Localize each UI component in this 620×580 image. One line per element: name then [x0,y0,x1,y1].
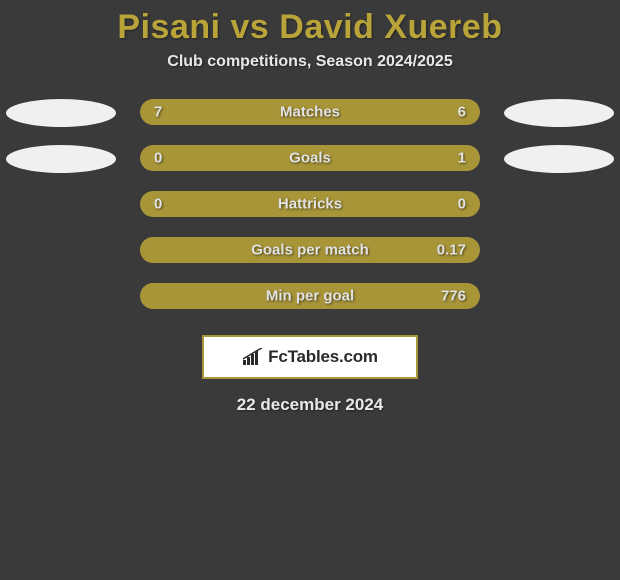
value-right: 0.17 [437,242,466,259]
comparison-rows: 7 Matches 6 0 Goals 1 0 Hattricks 0 Goals per mat… [0,93,620,323]
comparison-row: Min per goal 776 [0,277,620,323]
value-left: 0 [154,196,162,213]
value-right: 776 [441,288,466,305]
bar-fill-right [324,99,480,125]
metric-label: Hattricks [278,196,342,213]
brand-label: FcTables.com [268,347,378,367]
bar-track: 0 Goals 1 [140,145,480,171]
player-left-marker [6,145,116,173]
value-right: 0 [458,196,466,213]
bar-track: 0 Hattricks 0 [140,191,480,217]
bar-fill-right [208,145,480,171]
subtitle: Club competitions, Season 2024/2025 [0,53,620,93]
metric-label: Min per goal [266,288,354,305]
player-right-marker [504,99,614,127]
bar-track: 7 Matches 6 [140,99,480,125]
value-right: 6 [458,104,466,121]
comparison-row: Goals per match 0.17 [0,231,620,277]
bar-track: Min per goal 776 [140,283,480,309]
player-right-marker [504,145,614,173]
comparison-row: 7 Matches 6 [0,93,620,139]
date-label: 22 december 2024 [0,395,620,415]
metric-label: Matches [280,104,340,121]
brand-box[interactable]: FcTables.com [202,335,418,379]
comparison-row: 0 Hattricks 0 [0,185,620,231]
value-left: 0 [154,150,162,167]
metric-label: Goals [289,150,331,167]
bar-track: Goals per match 0.17 [140,237,480,263]
comparison-row: 0 Goals 1 [0,139,620,185]
value-right: 1 [458,150,466,167]
metric-label: Goals per match [251,242,369,259]
player-left-marker [6,99,116,127]
value-left: 7 [154,104,162,121]
chart-bars-icon [242,348,264,366]
page-title: Pisani vs David Xuereb [0,0,620,53]
bar-fill-left [140,145,208,171]
